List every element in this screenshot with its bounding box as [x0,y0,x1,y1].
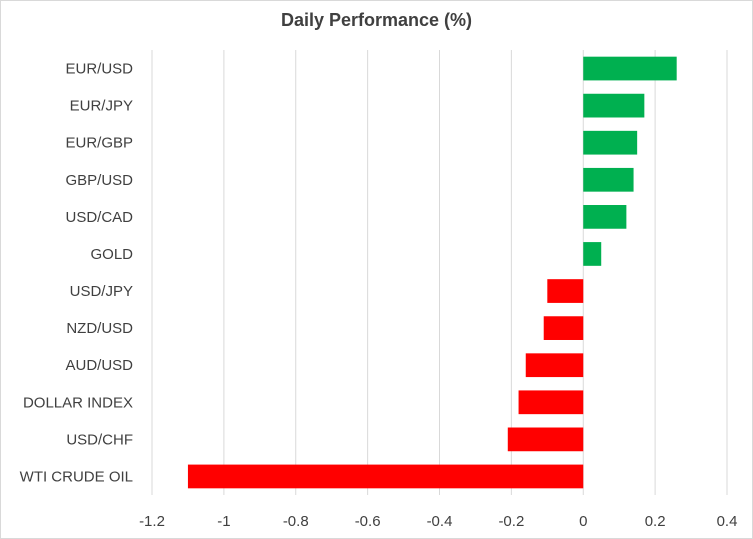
category-label: USD/JPY [70,283,133,300]
category-label: EUR/GBP [65,135,133,152]
category-label: NZD/USD [66,320,133,337]
bar-usd-chf [507,427,584,452]
bar-eur-usd [583,56,677,81]
bar-eur-gbp [583,130,638,155]
x-tick-label: 0.4 [717,513,738,530]
bar-nzd-usd [543,316,584,340]
category-label: EUR/USD [65,61,133,78]
bar-gbp-usd [583,167,634,192]
bar-dollar-index [518,390,584,415]
bar-aud-usd [525,353,584,378]
bar-gold [583,242,602,266]
category-label: USD/CHF [66,431,133,448]
bars [187,56,677,489]
bar-usd-jpy [547,279,584,303]
x-tick-label: 0.2 [645,513,666,530]
x-tick-label: -0.2 [498,513,524,530]
category-label: GOLD [90,246,133,263]
category-label: USD/CAD [65,209,133,226]
category-label: GBP/USD [65,172,133,189]
x-tick-label: -0.4 [427,513,453,530]
category-label: DOLLAR INDEX [23,394,133,411]
category-label: EUR/JPY [70,98,133,115]
bar-wti-crude-oil [187,464,584,489]
x-tick-label: 0 [579,513,587,530]
category-label: WTI CRUDE OIL [20,468,133,485]
x-tick-labels: -1.2 -1 -0.8 -0.6 -0.4 -0.2 0 0.2 0.4 [139,513,737,530]
chart-title: Daily Performance (%) [280,10,473,30]
x-tick-label: -1 [217,513,230,530]
x-tick-label: -0.6 [355,513,381,530]
x-tick-label: -1.2 [139,513,165,530]
bar-eur-jpy [583,93,645,118]
x-tick-label: -0.8 [283,513,309,530]
gridlines [151,50,728,495]
category-labels: EUR/USD EUR/JPY EUR/GBP GBP/USD USD/CAD GOLD U… [20,61,134,486]
bar-usd-cad [583,205,627,229]
category-label: AUD/USD [65,357,133,374]
